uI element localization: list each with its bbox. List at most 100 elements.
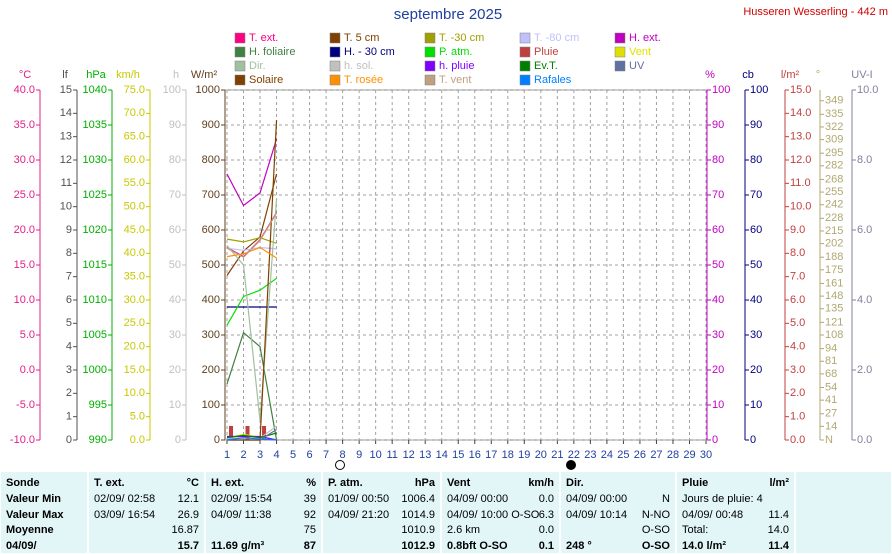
table-cell: Dir. (566, 477, 584, 489)
y-tick-label: 0 (750, 434, 756, 446)
table-cell: 16.87 (171, 524, 199, 536)
table-cell: O-SO (641, 524, 670, 536)
x-tick-label: 26 (634, 449, 646, 461)
legend-label: H. ext. (629, 32, 661, 44)
legend-label: T. -30 cm (439, 32, 484, 44)
y-tick-label: 4.0 (790, 341, 805, 353)
y-tick-label: 55.0 (124, 177, 145, 189)
y-tick-label: 70 (712, 189, 724, 201)
y-tick-label: 6.0 (790, 294, 805, 306)
y-tick-label: 15.0 (14, 259, 35, 271)
table-cell: 01/09/ 00:50 (328, 493, 390, 505)
x-tick-label: 5 (290, 449, 296, 461)
y-tick-label: 995 (89, 399, 107, 411)
x-tick-label: 28 (667, 449, 679, 461)
bar (229, 426, 233, 440)
x-tick-label: 7 (323, 449, 329, 461)
table-cell: Pluie (682, 477, 709, 489)
summary-table: Sonde T. ext. °C H. ext.% P. atm. hPa Vent km/h… (0, 472, 892, 553)
table-cell: 1006.4 (401, 493, 435, 505)
y-tick-label: 0.0 (20, 364, 35, 376)
x-tick-label: 16 (469, 449, 481, 461)
y-tick-label: 50.0 (124, 201, 145, 213)
y-tick-label: 188 (825, 251, 843, 263)
table-cell: N-NO (641, 508, 670, 521)
table-cell: 39 (303, 493, 316, 505)
y-tick-label: 335 (825, 108, 843, 120)
y-tick-label: 148 (825, 290, 843, 302)
legend-swatch (234, 46, 246, 58)
x-tick-label: 27 (650, 449, 662, 461)
x-tick-label: 25 (617, 449, 629, 461)
table-cell: Jours de pluie: 4 (682, 493, 763, 505)
x-tick-label: 12 (403, 449, 415, 461)
y-tick-label: 1015 (83, 259, 107, 271)
bar (245, 426, 250, 440)
x-tick-label: 13 (419, 449, 431, 461)
y-tick-label: 175 (825, 264, 843, 276)
y-tick-label: 70 (169, 189, 181, 201)
legend-label: Ev.T. (534, 60, 558, 72)
legend-label: H. foliaire (249, 46, 295, 58)
y-tick-label: 90 (169, 119, 181, 131)
legend-label: Dir. (249, 60, 266, 72)
x-tick-label: 21 (551, 449, 563, 461)
table-cell: 04/09/ 00:00 (447, 493, 509, 505)
y-tick-label: 228 (825, 212, 843, 224)
series-line (226, 173, 278, 276)
y-tick-label: 3 (66, 364, 72, 376)
y-tick-label: 10 (750, 399, 762, 411)
table-cell: 0.8bft O-SO (447, 539, 508, 552)
series-line (226, 198, 278, 421)
y-tick-label: 14.0 (790, 107, 811, 119)
y-tick-label: 7.0 (790, 271, 805, 283)
y-tick-label: 6.0 (857, 224, 872, 236)
y-tick-label: 5.0 (790, 317, 805, 329)
table-cell: 87 (303, 539, 316, 552)
y-tick-label: 90 (712, 119, 724, 131)
table-column (796, 472, 891, 553)
legend-label: Pluie (534, 46, 558, 58)
legend-label: UV (629, 60, 645, 72)
y-tick-label: 7 (66, 271, 72, 283)
table-cell: Moyenne (6, 524, 54, 536)
series-line (226, 212, 278, 258)
legend-swatch (519, 46, 531, 58)
y-tick-label: 3.0 (790, 364, 805, 376)
y-tick-label: 121 (825, 316, 843, 328)
x-tick-label: 18 (502, 449, 514, 461)
legend-label: Rafales (534, 74, 572, 86)
y-tick-label: 1025 (83, 189, 107, 201)
series-line (226, 212, 278, 259)
series-line (226, 437, 277, 441)
y-tick-label: 9.0 (790, 224, 805, 236)
y-tick-label: 40 (169, 294, 181, 306)
y-tick-label: 1010 (83, 294, 107, 306)
table-cell: Total: (682, 524, 709, 536)
y-tick-label: 60 (169, 224, 181, 236)
y-tick-label: 41 (825, 394, 837, 406)
table-cell: 14.0 l/m² (682, 539, 727, 552)
x-tick-label: 11 (386, 449, 397, 461)
y-tick-label: 70.0 (124, 107, 145, 119)
y-tick-label: 135 (825, 303, 843, 315)
y-tick-label: 30 (712, 329, 724, 341)
y-tick-label: 349 (825, 95, 843, 107)
table-cell: 04/09/ 10:14 (566, 508, 628, 521)
x-tick-label: 24 (601, 449, 613, 461)
y-tick-label: 990 (89, 434, 107, 446)
y-tick-label: 600 (202, 224, 220, 236)
y-tick-label: 40.0 (14, 84, 35, 96)
y-tick-label: 0.0 (790, 434, 805, 446)
x-tick-label: 29 (683, 449, 695, 461)
moon-full (335, 460, 345, 470)
table-cell: 04/09/ (6, 539, 37, 552)
legend-swatch (614, 46, 626, 58)
chart-title: septembre 2025 (394, 6, 502, 23)
y-tick-label: 25.0 (124, 317, 145, 329)
y-tick-label: N (825, 434, 833, 446)
legend-label: Vent (629, 46, 651, 58)
y-tick-label: -10.0 (10, 434, 35, 446)
x-tick-label: 22 (568, 449, 580, 461)
y-tick-label: 295 (825, 147, 843, 159)
